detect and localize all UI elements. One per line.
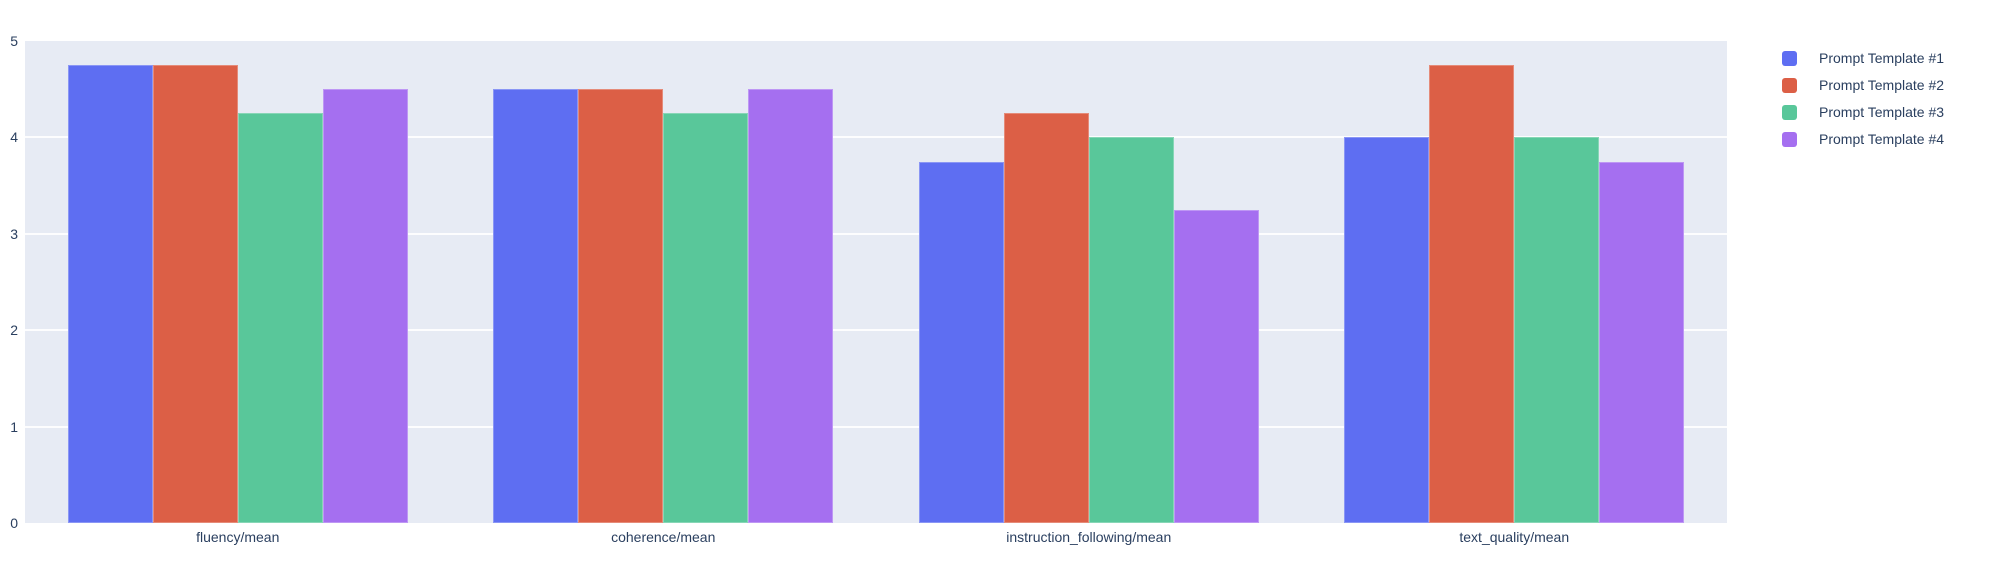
bar-band	[1344, 41, 1685, 523]
x-axis-label: fluency/mean	[196, 529, 280, 545]
x-axis-label: coherence/mean	[611, 529, 716, 545]
category-group-instruction-following-mean: instruction_following/mean	[876, 41, 1302, 545]
gridline-1	[25, 425, 1727, 428]
bar-series-4-instruction-following-mean[interactable]	[1173, 209, 1259, 523]
legend-item-4[interactable]: Prompt Template #4	[1782, 132, 1944, 147]
y-tick-label-3: 3	[10, 225, 18, 242]
legend-item-1[interactable]: Prompt Template #1	[1782, 51, 1944, 66]
bar-series-1-coherence-mean[interactable]	[493, 89, 579, 523]
legend-item-3[interactable]: Prompt Template #3	[1782, 105, 1944, 120]
gridline-3	[25, 232, 1727, 235]
legend: Prompt Template #1 Prompt Template #2 Prom…	[1782, 51, 1944, 159]
legend-swatch-icon	[1782, 78, 1797, 93]
bar-series-3-coherence-mean[interactable]	[663, 113, 749, 523]
bar-series-1-instruction-following-mean[interactable]	[918, 161, 1004, 523]
bar-band	[918, 41, 1259, 523]
gridline-2	[25, 329, 1727, 332]
legend-label: Prompt Template #3	[1819, 104, 1945, 120]
bar-series-1-text-quality-mean[interactable]	[1344, 137, 1430, 523]
bar-series-3-text-quality-mean[interactable]	[1514, 137, 1600, 523]
y-tick-label-0: 0	[10, 515, 18, 531]
legend-label: Prompt Template #4	[1819, 131, 1945, 147]
legend-label: Prompt Template #1	[1819, 50, 1945, 66]
bar-series-2-text-quality-mean[interactable]	[1429, 65, 1515, 523]
y-axis: 0 1 2 3 4 5	[0, 34, 18, 530]
category-group-coherence-mean: coherence/mean	[451, 41, 877, 545]
plot-area[interactable]: fluency/mean coherence/mean instruction_fo…	[25, 41, 1728, 545]
bar-series-4-fluency-mean[interactable]	[322, 89, 408, 523]
category-group-text-quality-mean: text_quality/mean	[1302, 41, 1728, 545]
bar-series-2-coherence-mean[interactable]	[578, 89, 664, 523]
bar-band	[493, 41, 834, 523]
bar-series-3-instruction-following-mean[interactable]	[1088, 137, 1174, 523]
bar-series-4-text-quality-mean[interactable]	[1599, 161, 1685, 523]
legend-label: Prompt Template #2	[1819, 77, 1945, 93]
gridline-4	[25, 136, 1727, 139]
bar-band	[67, 41, 408, 523]
legend-swatch-icon	[1782, 132, 1797, 147]
x-axis-label: text_quality/mean	[1459, 529, 1570, 545]
legend-item-2[interactable]: Prompt Template #2	[1782, 78, 1944, 93]
bar-series-2-instruction-following-mean[interactable]	[1003, 113, 1089, 523]
y-tick-label-2: 2	[10, 322, 18, 339]
category-group-fluency-mean: fluency/mean	[25, 41, 451, 545]
y-tick-label-4: 4	[10, 129, 18, 146]
legend-swatch-icon	[1782, 51, 1797, 66]
bar-series-1-fluency-mean[interactable]	[67, 65, 153, 523]
y-tick-label-1: 1	[10, 418, 18, 435]
bar-series-3-fluency-mean[interactable]	[237, 113, 323, 523]
x-axis-label: instruction_following/mean	[1006, 529, 1172, 545]
y-tick-label-5: 5	[10, 33, 18, 49]
bar-series-4-coherence-mean[interactable]	[748, 89, 834, 523]
bar-series-2-fluency-mean[interactable]	[152, 65, 238, 523]
legend-swatch-icon	[1782, 105, 1797, 120]
